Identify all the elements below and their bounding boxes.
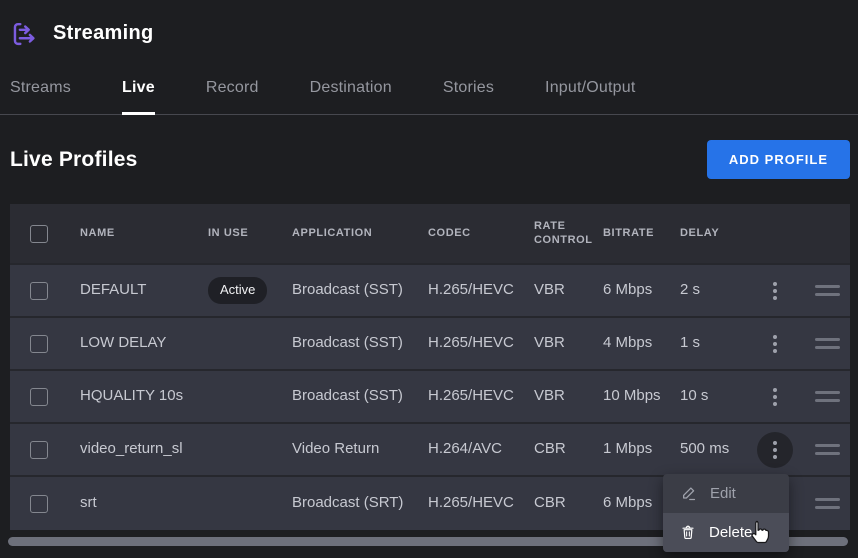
select-all-checkbox[interactable] xyxy=(30,224,48,243)
profile-rate-control: CBR xyxy=(534,494,566,512)
column-header-delay: DELAY xyxy=(680,226,720,239)
tab-stories[interactable]: Stories xyxy=(442,79,495,96)
profile-codec: H.265/HEVC xyxy=(428,494,514,512)
profile-codec: H.264/AVC xyxy=(428,440,502,458)
table-row: video_return_sl Video Return H.264/AVC C… xyxy=(10,424,850,477)
tab-destination[interactable]: Destination xyxy=(309,79,392,96)
table-row: LOW DELAY Broadcast (SST) H.265/HEVC VBR… xyxy=(10,318,850,371)
profile-name: srt xyxy=(80,494,97,512)
pencil-icon xyxy=(683,487,696,501)
row-menu-kebab-icon[interactable] xyxy=(757,273,793,309)
profile-name: video_return_sl xyxy=(80,440,183,458)
profile-bitrate: 1 Mbps xyxy=(603,440,653,458)
tab-streams[interactable]: Streams xyxy=(10,79,71,96)
profile-codec: H.265/HEVC xyxy=(428,387,514,405)
tab-input-output[interactable]: Input/Output xyxy=(545,79,636,96)
stream-arrows-icon xyxy=(13,22,35,45)
column-header-application: APPLICATION xyxy=(292,226,373,239)
row-checkbox[interactable] xyxy=(30,440,48,459)
menu-item-edit[interactable]: Edit xyxy=(663,474,789,513)
profile-bitrate: 10 Mbps xyxy=(603,387,661,405)
profile-codec: H.265/HEVC xyxy=(428,281,514,299)
profile-application: Broadcast (SRT) xyxy=(292,494,404,512)
table-row: HQUALITY 10s Broadcast (SST) H.265/HEVC … xyxy=(10,371,850,424)
profile-rate-control: CBR xyxy=(534,440,566,458)
row-checkbox[interactable] xyxy=(30,387,48,406)
profile-delay: 1 s xyxy=(680,334,701,352)
profile-rate-control: VBR xyxy=(534,387,565,405)
profile-application: Broadcast (SST) xyxy=(292,387,403,405)
table-header-row: NAME IN USE APPLICATION CODEC RATE CONTR… xyxy=(10,204,850,265)
drag-handle-icon[interactable] xyxy=(815,338,840,349)
drag-handle-icon[interactable] xyxy=(815,285,840,296)
profile-name: DEFAULT xyxy=(80,281,147,299)
tab-bar: Streams Live Record Destination Stories … xyxy=(0,56,858,115)
status-badge: Active xyxy=(208,277,268,304)
profile-rate-control: VBR xyxy=(534,281,565,299)
table-row: DEFAULT Active Broadcast (SST) H.265/HEV… xyxy=(10,265,850,318)
profile-bitrate: 4 Mbps xyxy=(603,334,653,352)
profile-bitrate: 6 Mbps xyxy=(603,494,653,512)
profile-bitrate: 6 Mbps xyxy=(603,281,653,299)
column-header-bitrate: BITRATE xyxy=(603,226,655,239)
profile-delay: 2 s xyxy=(680,281,701,299)
profile-application: Video Return xyxy=(292,440,380,458)
profile-application: Broadcast (SST) xyxy=(292,334,403,352)
profile-name: HQUALITY 10s xyxy=(80,387,184,405)
column-header-name: NAME xyxy=(80,226,115,239)
menu-item-label: Delete xyxy=(709,524,753,541)
tab-live[interactable]: Live xyxy=(121,79,155,115)
menu-item-label: Edit xyxy=(710,485,736,502)
profile-codec: H.265/HEVC xyxy=(428,334,514,352)
column-header-in-use: IN USE xyxy=(208,226,249,239)
row-menu-kebab-icon-open[interactable] xyxy=(757,431,793,468)
drag-handle-icon[interactable] xyxy=(815,498,840,509)
drag-handle-icon[interactable] xyxy=(815,444,840,455)
column-header-codec: CODEC xyxy=(428,226,471,239)
tab-record[interactable]: Record xyxy=(205,79,259,96)
profile-delay: 10 s xyxy=(680,387,709,405)
profile-application: Broadcast (SST) xyxy=(292,281,403,299)
drag-handle-icon[interactable] xyxy=(815,391,840,402)
row-menu-kebab-icon[interactable] xyxy=(757,326,793,362)
add-profile-button[interactable]: ADD PROFILE xyxy=(706,140,850,179)
profile-name: LOW DELAY xyxy=(80,334,167,352)
row-menu-kebab-icon[interactable] xyxy=(757,379,793,415)
section-bar: Live Profiles ADD PROFILE xyxy=(0,115,858,204)
menu-item-delete[interactable]: Delete xyxy=(663,513,789,552)
row-checkbox[interactable] xyxy=(30,281,48,300)
app-header: Streaming xyxy=(0,0,858,56)
horizontal-scrollbar[interactable] xyxy=(8,537,848,546)
page-title: Streaming xyxy=(53,22,154,44)
column-header-rate-control: RATE CONTROL xyxy=(534,219,593,246)
row-checkbox[interactable] xyxy=(30,494,48,513)
row-checkbox[interactable] xyxy=(30,334,48,353)
section-title: Live Profiles xyxy=(10,147,138,171)
trash-icon xyxy=(682,525,694,540)
profile-delay: 500 ms xyxy=(680,440,730,458)
profile-rate-control: VBR xyxy=(534,334,565,352)
row-context-menu: Edit Delete xyxy=(663,474,789,552)
